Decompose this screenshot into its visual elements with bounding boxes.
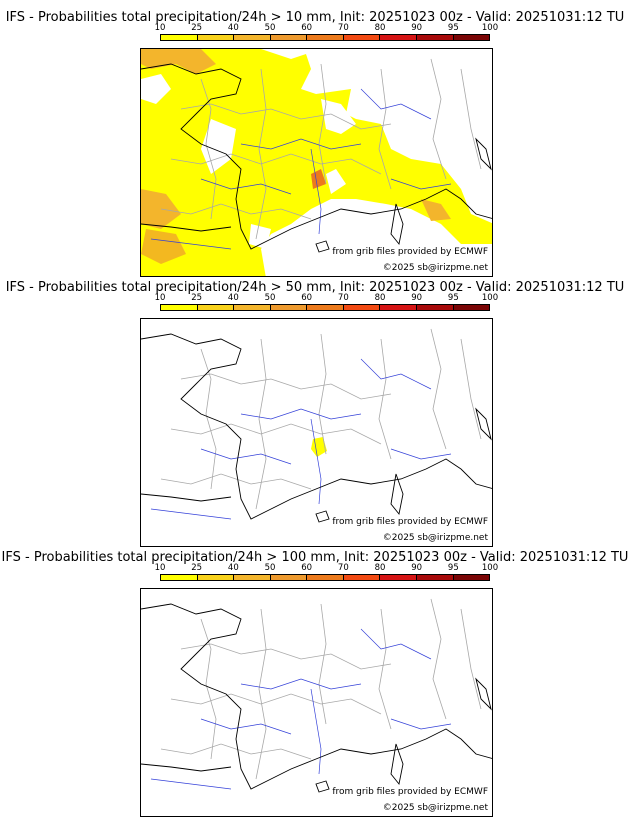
- colorbar-tick-label: 80: [374, 563, 386, 573]
- colorbar-tick-label: 100: [481, 23, 499, 33]
- colorbar-swatch: [234, 305, 271, 310]
- colorbar-tick-label: 10: [154, 563, 166, 573]
- colorbar-swatch: [197, 305, 235, 310]
- colorbar-swatch: [307, 305, 344, 310]
- colorbar-tick-label: 60: [301, 23, 313, 33]
- colorbar-tick-label: 10: [154, 293, 166, 303]
- colorbar-swatch: [234, 575, 271, 580]
- map-canvas: [141, 598, 492, 793]
- map-10mm: from grib files provided by ECMWF ©2025 …: [140, 48, 493, 277]
- colorbar-ticks: 10 25 40 50 60 70 80 90 95 100: [155, 563, 499, 574]
- colorbar-swatch: [453, 575, 490, 580]
- colorbar-tick-label: 90: [411, 563, 423, 573]
- panel-50mm: IFS - Probabilities total precipitation/…: [0, 270, 630, 548]
- map-canvas: [141, 49, 492, 276]
- colorbar: 10 25 40 50 60 70 80 90 95 100: [155, 563, 499, 584]
- colorbar-swatch: [197, 575, 235, 580]
- panel-100mm: IFS - Probabilities total precipitation/…: [0, 540, 630, 828]
- colorbar-tick-label: 25: [191, 293, 203, 303]
- colorbar-tick-label: 60: [301, 293, 313, 303]
- colorbar-tick-label: 90: [411, 293, 423, 303]
- colorbar-swatch: [380, 575, 417, 580]
- colorbar-swatch: [416, 575, 454, 580]
- colorbar-tick-label: 95: [447, 23, 459, 33]
- admin-borders: [160, 58, 482, 240]
- panel-title: IFS - Probabilities total precipitation/…: [1, 550, 629, 565]
- colorbar-swatches: [160, 304, 490, 311]
- map-canvas: [141, 328, 492, 523]
- copyright: ©2025 sb@irizpme.net: [382, 803, 488, 813]
- source-note: from grib files provided by ECMWF: [332, 787, 488, 797]
- colorbar-tick-label: 100: [481, 563, 499, 573]
- copyright: ©2025 sb@irizpme.net: [382, 533, 488, 543]
- colorbar-tick-label: 40: [227, 23, 239, 33]
- colorbar-swatch: [343, 35, 381, 40]
- admin-borders: [160, 598, 482, 780]
- colorbar-tick-label: 60: [301, 563, 313, 573]
- colorbar-tick-label: 95: [447, 293, 459, 303]
- colorbar-swatch: [270, 305, 308, 310]
- colorbar-tick-label: 70: [337, 293, 349, 303]
- map-50mm: from grib files provided by ECMWF ©2025 …: [140, 318, 493, 547]
- colorbar-tick-label: 25: [191, 23, 203, 33]
- colorbar-swatch: [161, 35, 198, 40]
- colorbar-tick-label: 40: [227, 563, 239, 573]
- rivers: [150, 358, 452, 520]
- map-100mm: from grib files provided by ECMWF ©2025 …: [140, 588, 493, 817]
- colorbar: 10 25 40 50 60 70 80 90 95 100: [155, 293, 499, 314]
- colorbar-swatch: [161, 575, 198, 580]
- colorbar-swatch: [234, 35, 271, 40]
- colorbar-tick-label: 90: [411, 23, 423, 33]
- colorbar-tick-label: 50: [264, 563, 276, 573]
- coastline: [141, 333, 492, 523]
- colorbar-swatch: [270, 575, 308, 580]
- colorbar-tick-label: 50: [264, 293, 276, 303]
- colorbar-swatch: [416, 305, 454, 310]
- admin-borders: [160, 328, 482, 510]
- panel-10mm: IFS - Probabilities total precipitation/…: [0, 0, 630, 278]
- panel-title: IFS - Probabilities total precipitation/…: [5, 280, 625, 295]
- colorbar-swatch: [380, 305, 417, 310]
- colorbar-tick-label: 40: [227, 293, 239, 303]
- colorbar-tick-label: 50: [264, 23, 276, 33]
- colorbar-swatches: [160, 574, 490, 581]
- colorbar-tick-label: 10: [154, 23, 166, 33]
- colorbar-tick-label: 25: [191, 563, 203, 573]
- colorbar-tick-label: 70: [337, 563, 349, 573]
- colorbar-swatch: [453, 305, 490, 310]
- colorbar-tick-label: 95: [447, 563, 459, 573]
- coastline: [141, 603, 492, 793]
- colorbar-ticks: 10 25 40 50 60 70 80 90 95 100: [155, 293, 499, 304]
- colorbar-swatch: [343, 575, 381, 580]
- colorbar-swatch: [380, 35, 417, 40]
- colorbar-swatches: [160, 34, 490, 41]
- copyright: ©2025 sb@irizpme.net: [382, 263, 488, 273]
- colorbar-swatch: [197, 35, 235, 40]
- colorbar-tick-label: 80: [374, 23, 386, 33]
- colorbar-tick-label: 70: [337, 23, 349, 33]
- colorbar-swatch: [416, 35, 454, 40]
- colorbar-swatch: [270, 35, 308, 40]
- colorbar-swatch: [307, 575, 344, 580]
- rivers: [150, 88, 452, 250]
- panel-title: IFS - Probabilities total precipitation/…: [5, 10, 625, 25]
- colorbar-swatch: [307, 35, 344, 40]
- colorbar-swatch: [161, 305, 198, 310]
- colorbar-ticks: 10 25 40 50 60 70 80 90 95 100: [155, 23, 499, 34]
- colorbar-tick-label: 100: [481, 293, 499, 303]
- colorbar: 10 25 40 50 60 70 80 90 95 100: [155, 23, 499, 44]
- source-note: from grib files provided by ECMWF: [332, 247, 488, 257]
- colorbar-swatch: [343, 305, 381, 310]
- rivers: [150, 628, 452, 790]
- source-note: from grib files provided by ECMWF: [332, 517, 488, 527]
- colorbar-swatch: [453, 35, 490, 40]
- colorbar-tick-label: 80: [374, 293, 386, 303]
- coastline: [141, 63, 492, 253]
